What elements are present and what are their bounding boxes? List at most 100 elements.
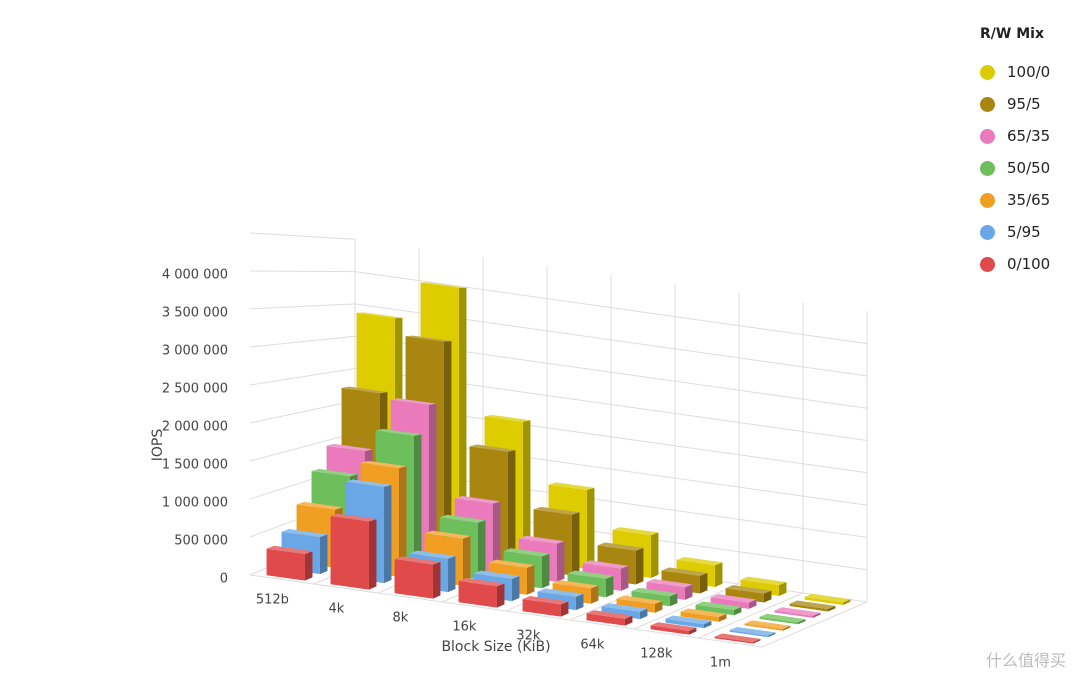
bar-side (586, 487, 595, 570)
y-tick-label: 2 500 000 (162, 382, 228, 397)
bar-front (522, 599, 561, 617)
bar-side (650, 532, 659, 579)
bar-top (714, 633, 761, 643)
bar-top (296, 501, 343, 510)
bar-top (356, 312, 403, 319)
bar-top (744, 620, 791, 629)
bar-top (326, 443, 373, 452)
bar-side (511, 576, 520, 602)
bar-top (676, 556, 723, 566)
bar (729, 626, 776, 638)
bar-top (390, 398, 437, 405)
bar-side (767, 632, 776, 638)
bar-side (748, 599, 757, 609)
bar-top (616, 595, 663, 605)
bar-side (778, 582, 787, 597)
bar-side (556, 541, 565, 582)
legend-item[interactable]: 35/65 (980, 184, 1050, 216)
bar-side (477, 520, 486, 580)
bar-side (575, 593, 584, 611)
bar-side (571, 512, 580, 576)
legend-item[interactable]: 0/100 (980, 248, 1050, 280)
legend-label: 5/95 (1007, 223, 1041, 241)
bar (714, 633, 761, 644)
legend-item[interactable]: 95/5 (980, 88, 1050, 120)
legend-item[interactable]: 50/50 (980, 152, 1050, 184)
bar-top (631, 587, 678, 597)
bar-top (503, 548, 550, 557)
legend-swatch (980, 96, 995, 112)
legend-item[interactable]: 100/0 (980, 56, 1050, 88)
bar (650, 622, 697, 635)
bar-side (654, 600, 663, 613)
bar-side (432, 561, 441, 599)
legend-item[interactable]: 5/95 (980, 216, 1050, 248)
bar-top (484, 414, 531, 422)
legend-label: 100/0 (1007, 63, 1051, 81)
bar-top (537, 588, 584, 597)
bar-front (789, 603, 828, 612)
bar-top (789, 600, 836, 610)
bar-side (462, 536, 471, 586)
bar-side (797, 619, 806, 625)
bar-side (842, 599, 851, 606)
floor-line (697, 592, 804, 639)
legend-label: 35/65 (1007, 191, 1051, 209)
bar-front (695, 604, 734, 616)
bar-side (507, 449, 516, 567)
bar-front (729, 630, 768, 638)
bar-top (650, 622, 697, 631)
bar-top (522, 596, 569, 605)
y-tick-label: 1 500 000 (162, 458, 228, 473)
bar-top (597, 542, 644, 551)
bar (586, 610, 633, 626)
legend-label: 95/5 (1007, 95, 1041, 113)
wall-edge (249, 232, 356, 240)
bar-front (804, 596, 843, 606)
bar-front (665, 618, 704, 629)
bar-top (360, 460, 407, 469)
bar-side (443, 341, 452, 558)
bar-top (454, 496, 501, 504)
bar-side (541, 553, 550, 589)
legend-label: 50/50 (1007, 159, 1051, 177)
floor-edge (249, 574, 763, 648)
y-tick-label: 3 500 000 (162, 306, 228, 321)
bar-top (439, 514, 486, 523)
grid-line (249, 367, 868, 441)
bar-front (458, 581, 497, 608)
bar-front (680, 611, 719, 622)
legend-swatch (980, 128, 995, 144)
bar-side (383, 484, 392, 584)
bar-top (394, 556, 441, 565)
y-tick-label: 500 000 (174, 534, 228, 549)
legend-item[interactable]: 65/35 (980, 120, 1050, 152)
x-tick-label: 4k (328, 602, 344, 617)
bar-top (646, 578, 693, 588)
bar-top (601, 603, 648, 612)
bar-side (703, 620, 712, 629)
bar (522, 596, 569, 617)
bar-side (669, 593, 678, 607)
bar-top (774, 607, 821, 616)
bar-side (827, 605, 836, 612)
grid-line (249, 335, 868, 409)
bar-top (488, 559, 535, 568)
bar-side (605, 575, 614, 598)
bar-top (266, 545, 313, 555)
y-tick-label: 4 000 000 (162, 268, 228, 283)
bar-top (473, 570, 520, 579)
legend-swatch (980, 224, 995, 240)
bar-front (650, 625, 689, 635)
bar-front (744, 623, 783, 631)
bar (330, 513, 377, 590)
bar (774, 607, 821, 618)
bar (394, 556, 441, 599)
bar-side (368, 519, 377, 590)
x-tick-label: 128k (640, 647, 673, 662)
bar (804, 593, 851, 606)
x-tick-label: 64k (580, 638, 605, 653)
y-tick-label: 3 000 000 (162, 344, 228, 359)
y-tick-label: 0 (220, 572, 228, 587)
bar-front (774, 610, 813, 618)
